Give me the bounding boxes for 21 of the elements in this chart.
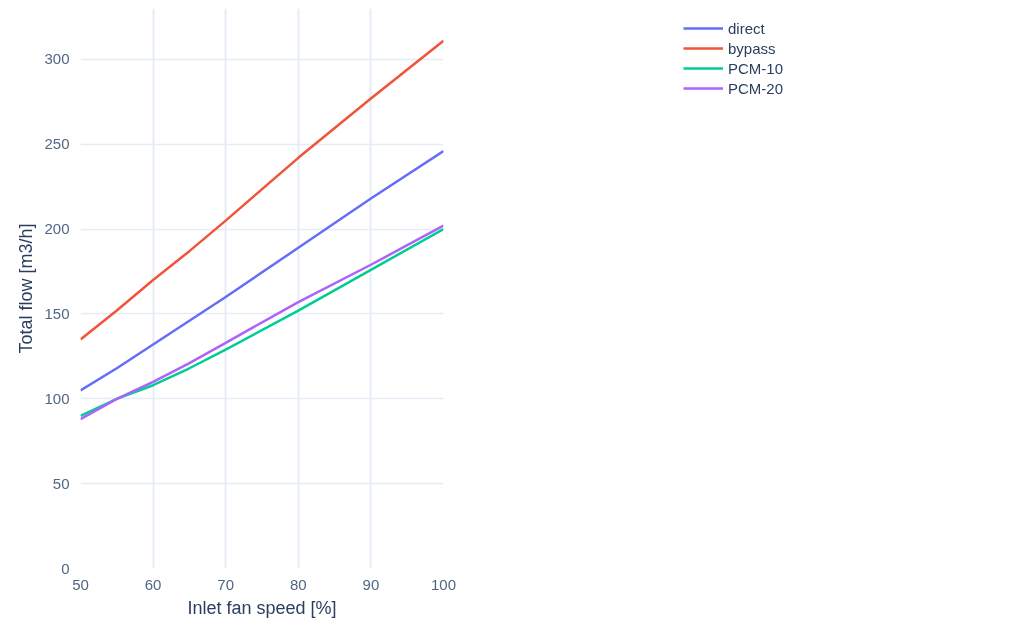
legend-label: PCM-10 <box>727 59 784 77</box>
x-tick-label: 100 <box>430 575 457 593</box>
y-tick-label: 300 <box>44 50 70 68</box>
x-tick-label: 90 <box>362 575 380 593</box>
line-series <box>80 39 444 341</box>
x-tick-label: 80 <box>289 575 307 593</box>
x-tick-label: 60 <box>144 575 162 593</box>
legend-label: bypass <box>727 39 776 57</box>
x-axis-title: Inlet fan speed [%] <box>187 597 337 618</box>
y-tick-label: 200 <box>44 220 70 238</box>
x-tick-label: 70 <box>217 575 235 593</box>
y-tick-label: 100 <box>44 389 70 407</box>
legend-label: direct <box>727 19 765 37</box>
y-tick-label: 150 <box>44 304 70 322</box>
line-series <box>80 149 444 392</box>
x-tick-label: 50 <box>72 575 89 593</box>
y-axis-title: Total flow [m3/h] <box>16 223 37 354</box>
legend-label: PCM-20 <box>727 79 784 97</box>
y-tick-label: 250 <box>44 135 70 153</box>
y-tick-label: 0 <box>61 559 70 577</box>
y-tick-label: 50 <box>52 474 70 492</box>
